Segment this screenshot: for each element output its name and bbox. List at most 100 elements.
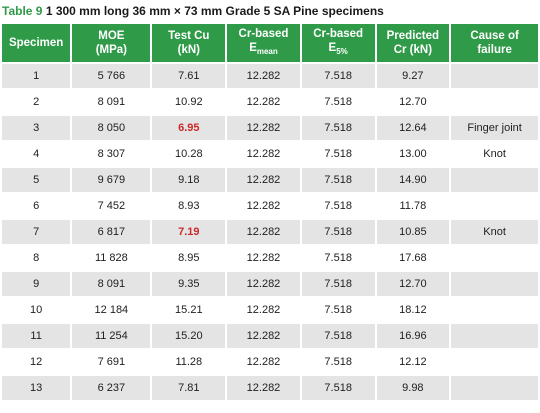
cell-cr-emean: 12.282: [227, 192, 302, 218]
cell-test-cu: 15.20: [152, 322, 228, 348]
cell-moe: 12 184: [72, 296, 153, 322]
cell-specimen: 9: [2, 270, 73, 296]
cell-test-cu: 11.28: [152, 348, 228, 374]
cell-moe: 8 307: [72, 140, 153, 166]
cell-cause-of-failure: [451, 348, 538, 374]
header-row: Specimen MOE (MPa) Test Cu (kN) Cr-based Em…: [2, 24, 538, 62]
cell-cr-e5: 7.518: [301, 192, 377, 218]
header-test-cu: Test Cu (kN): [152, 24, 228, 62]
header-specimen: Specimen: [2, 24, 73, 62]
cell-specimen: 13: [2, 374, 73, 400]
cell-test-cu: 10.28: [152, 140, 228, 166]
table-header: Specimen MOE (MPa) Test Cu (kN) Cr-based Em…: [2, 24, 538, 62]
cell-cr-emean: 12.282: [227, 348, 302, 374]
cell-moe: 5 766: [72, 62, 153, 88]
cell-cr-e5: 7.518: [301, 296, 377, 322]
cell-predicted-cr: 12.70: [376, 88, 452, 114]
header-moe: MOE (MPa): [72, 24, 153, 62]
cell-predicted-cr: 12.64: [376, 114, 452, 140]
cell-cr-emean: 12.282: [227, 244, 302, 270]
cell-cr-e5: 7.518: [301, 244, 377, 270]
cell-test-cu: 8.93: [152, 192, 228, 218]
cell-cause-of-failure: [451, 374, 538, 400]
header-cause-of-failure: Cause of failure: [451, 24, 538, 62]
cell-specimen: 4: [2, 140, 73, 166]
cell-cr-emean: 12.282: [227, 114, 302, 140]
header-cr-e5: Cr-based E5%: [301, 24, 377, 62]
cell-moe: 6 237: [72, 374, 153, 400]
specimen-table: Specimen MOE (MPa) Test Cu (kN) Cr-based Em…: [2, 24, 538, 400]
cell-specimen: 5: [2, 166, 73, 192]
header-cr-emean: Cr-based Emean: [227, 24, 302, 62]
cell-cause-of-failure: Knot: [451, 140, 538, 166]
cell-test-cu: 9.35: [152, 270, 228, 296]
cell-cause-of-failure: [451, 166, 538, 192]
cell-specimen: 10: [2, 296, 73, 322]
cell-moe: 11 828: [72, 244, 153, 270]
cell-test-cu: 8.95: [152, 244, 228, 270]
table-row: 10 12 184 15.21 12.282 7.518 18.12: [2, 296, 538, 322]
cell-test-cu: 9.18: [152, 166, 228, 192]
cell-predicted-cr: 13.00: [376, 140, 452, 166]
cell-cr-emean: 12.282: [227, 140, 302, 166]
cell-moe: 8 091: [72, 270, 153, 296]
cell-cr-e5: 7.518: [301, 374, 377, 400]
cell-predicted-cr: 14.90: [376, 166, 452, 192]
cell-cr-e5: 7.518: [301, 114, 377, 140]
cell-moe: 6 817: [72, 218, 153, 244]
cell-moe: 8 050: [72, 114, 153, 140]
cell-cr-e5: 7.518: [301, 88, 377, 114]
cell-cr-emean: 12.282: [227, 62, 302, 88]
cell-cause-of-failure: [451, 62, 538, 88]
cell-specimen: 11: [2, 322, 73, 348]
cell-moe: 7 691: [72, 348, 153, 374]
cell-cr-emean: 12.282: [227, 270, 302, 296]
cell-cause-of-failure: [451, 88, 538, 114]
table-caption: Table 9 1 300 mm long 36 mm × 73 mm Grad…: [2, 3, 538, 19]
cell-moe: 11 254: [72, 322, 153, 348]
table-row: 11 11 254 15.20 12.282 7.518 16.96: [2, 322, 538, 348]
cell-cr-e5: 7.518: [301, 140, 377, 166]
cell-cause-of-failure: [451, 296, 538, 322]
cell-cause-of-failure: Finger joint: [451, 114, 538, 140]
cell-test-cu: 7.81: [152, 374, 228, 400]
table-row: 12 7 691 11.28 12.282 7.518 12.12: [2, 348, 538, 374]
cell-cr-e5: 7.518: [301, 166, 377, 192]
cell-moe: 9 679: [72, 166, 153, 192]
cell-cause-of-failure: [451, 192, 538, 218]
cell-predicted-cr: 9.98: [376, 374, 452, 400]
cell-specimen: 3: [2, 114, 73, 140]
cell-predicted-cr: 17.68: [376, 244, 452, 270]
cell-cr-e5: 7.518: [301, 62, 377, 88]
cell-cr-emean: 12.282: [227, 218, 302, 244]
cell-test-cu: 15.21: [152, 296, 228, 322]
table-title: 1 300 mm long 36 mm × 73 mm Grade 5 SA P…: [45, 4, 384, 18]
cell-specimen: 2: [2, 88, 73, 114]
cell-test-cu: 7.19: [152, 218, 228, 244]
cell-cause-of-failure: [451, 322, 538, 348]
table-number: Table 9: [2, 4, 43, 18]
cell-test-cu: 6.95: [152, 114, 228, 140]
cell-cr-e5: 7.518: [301, 348, 377, 374]
header-predicted-cr: Predicted Cr (kN): [376, 24, 452, 62]
cell-predicted-cr: 12.70: [376, 270, 452, 296]
table-row: 8 11 828 8.95 12.282 7.518 17.68: [2, 244, 538, 270]
cell-predicted-cr: 10.85: [376, 218, 452, 244]
cell-specimen: 12: [2, 348, 73, 374]
cell-test-cu: 10.92: [152, 88, 228, 114]
cell-cr-emean: 12.282: [227, 166, 302, 192]
cell-specimen: 6: [2, 192, 73, 218]
cell-predicted-cr: 18.12: [376, 296, 452, 322]
table-row: 13 6 237 7.81 12.282 7.518 9.98: [2, 374, 538, 400]
cell-moe: 8 091: [72, 88, 153, 114]
cell-cr-e5: 7.518: [301, 322, 377, 348]
cell-specimen: 1: [2, 62, 73, 88]
cell-cause-of-failure: [451, 244, 538, 270]
